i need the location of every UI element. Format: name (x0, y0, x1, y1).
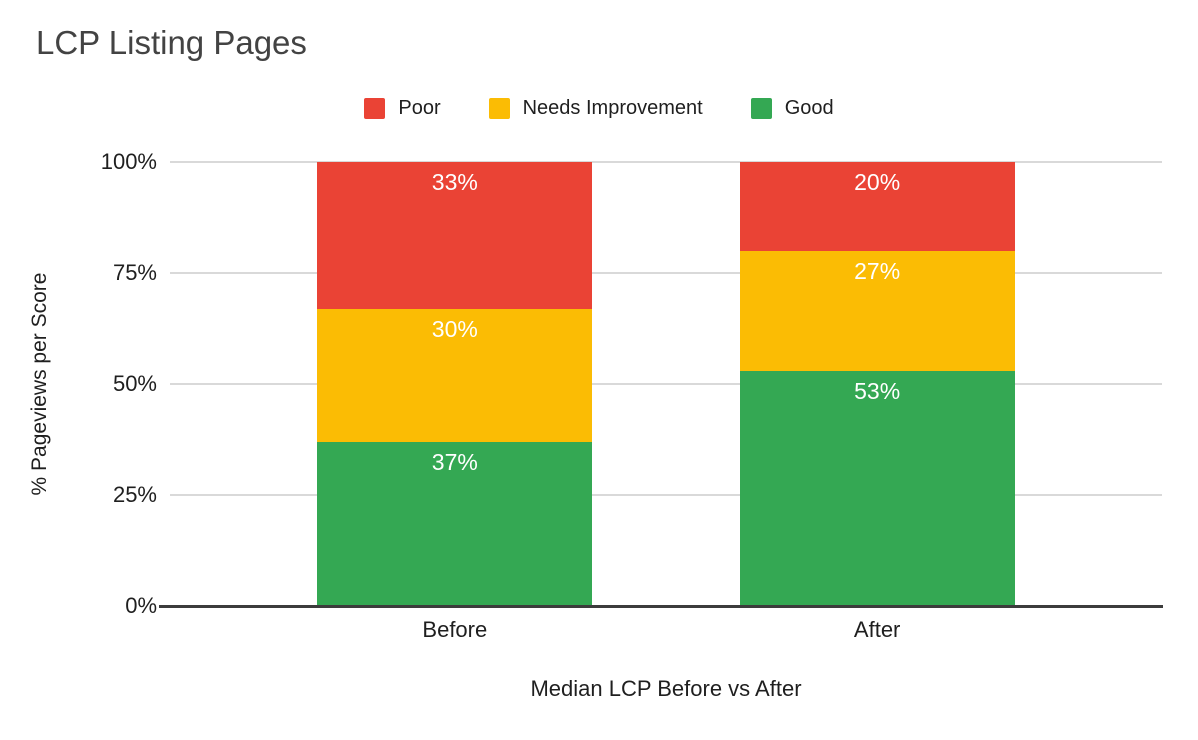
gridline-100 (170, 161, 1162, 163)
bar-before: 33% 30% 37% (317, 162, 593, 606)
y-axis-title: % Pageviews per Score (28, 272, 51, 496)
legend-item-good: Good (750, 97, 834, 120)
bar-after: 20% 27% 53% (739, 162, 1015, 606)
value-label-after-poor: 20% (854, 169, 901, 196)
legend-label-good: Good (784, 97, 834, 119)
y-tick-label-0: 0% (125, 593, 157, 618)
y-tick-label-100: 100% (100, 149, 157, 174)
plot-area: 33% 30% 37% 20% 27% 53% (170, 161, 1162, 606)
y-tick-label-75: 75% (112, 260, 157, 285)
bar-segment-after-needs-improvement: 27% (739, 250, 1015, 371)
legend-item-needs-improvement: Needs Improvement (488, 97, 703, 120)
bar-segment-before-good: 37% (317, 441, 593, 606)
legend-label-poor: Poor (398, 97, 441, 119)
x-axis-title: Median LCP Before vs After (530, 676, 802, 701)
legend-swatch-icon-good (750, 98, 772, 119)
bar-segment-after-poor: 20% (739, 162, 1015, 251)
legend: Poor Needs Improvement Good (0, 97, 1198, 120)
gridline-25 (170, 494, 1162, 496)
gridline-75 (170, 272, 1162, 274)
y-tick-label-25: 25% (112, 482, 157, 507)
legend-swatch-icon-poor (364, 98, 386, 119)
value-label-before-poor: 33% (431, 169, 478, 196)
y-tick-label-50: 50% (112, 371, 157, 396)
x-category-label-before: Before (422, 617, 488, 642)
bar-segment-before-poor: 33% (317, 162, 593, 309)
x-axis-category-labels: Before After (170, 617, 1162, 643)
bar-segment-before-needs-improvement: 30% (317, 308, 593, 442)
value-label-before-needs-improvement: 30% (431, 315, 478, 342)
legend-label-needs-improvement: Needs Improvement (522, 97, 703, 119)
value-label-after-needs-improvement: 27% (854, 257, 901, 284)
bars-layer: 33% 30% 37% 20% 27% 53% (170, 162, 1162, 606)
value-label-after-good: 53% (854, 377, 901, 404)
gridline-50 (170, 383, 1162, 385)
legend-swatch-icon-needs-improvement (488, 98, 510, 119)
x-axis-line (159, 605, 1163, 608)
x-category-label-after: After (853, 617, 901, 642)
chart-title: LCP Listing Pages (36, 24, 307, 61)
value-label-before-good: 37% (431, 448, 478, 475)
bar-segment-after-good: 53% (739, 370, 1015, 606)
legend-item-poor: Poor (364, 97, 441, 120)
